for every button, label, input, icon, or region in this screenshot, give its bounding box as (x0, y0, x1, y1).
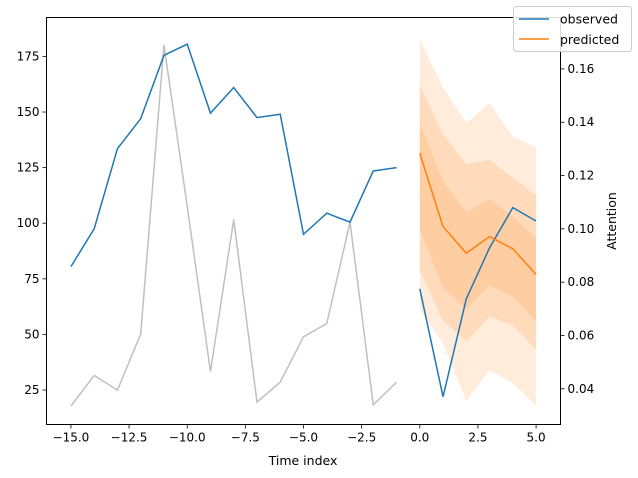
x-tick-label: −5.0 (289, 431, 318, 445)
x-tick-label: −10.0 (169, 431, 206, 445)
y2-tick-label: 0.10 (568, 222, 595, 236)
y-tick-label: 50 (24, 327, 39, 341)
y-axis-left: 25 50 75 100 125 150 175 (17, 49, 47, 397)
y2-tick-label: 0.08 (568, 275, 595, 289)
y2-tick-label: 0.14 (568, 115, 595, 129)
x-axis: −15.0 −12.5 −10.0 −7.5 −5.0 −2.5 0.0 2.5 5.0 (53, 424, 546, 445)
y-tick-label: 175 (17, 49, 40, 63)
y-tick-label: 25 (24, 383, 39, 397)
prediction-bands (419, 39, 537, 406)
y-axis-right: 0.04 0.06 0.08 0.10 0.12 0.14 0.16 (560, 62, 595, 396)
x-tick-label: −2.5 (347, 431, 376, 445)
x-tick-label: −15.0 (53, 431, 90, 445)
y-tick-label: 125 (17, 161, 40, 175)
y2-tick-label: 0.06 (568, 328, 595, 342)
legend: observed predicted (513, 6, 632, 52)
legend-predicted-label: predicted (560, 32, 619, 47)
y-tick-label: 75 (24, 272, 39, 286)
y2-tick-label: 0.04 (568, 382, 595, 396)
observed-line-history (70, 43, 397, 267)
predicted-line (419, 152, 537, 275)
y-tick-label: 150 (17, 105, 40, 119)
legend-box (513, 6, 632, 52)
x-axis-label: Time index (268, 453, 338, 468)
x-tick-label: −7.5 (231, 431, 260, 445)
x-tick-label: 0.0 (410, 431, 429, 445)
prediction-band-3 (419, 123, 537, 322)
attention-line (70, 44, 398, 407)
x-tick-label: 5.0 (527, 431, 546, 445)
y-tick-label: 100 (17, 216, 40, 230)
y2-axis-label: Attention (604, 192, 619, 250)
prediction-band-2 (419, 85, 537, 350)
y2-tick-label: 0.12 (568, 169, 595, 183)
y2-tick-label: 0.16 (568, 62, 595, 76)
series-lines (70, 43, 537, 407)
x-tick-label: 2.5 (468, 431, 487, 445)
x-tick-label: −12.5 (111, 431, 148, 445)
observed-line-future (419, 206, 537, 397)
prediction-band-1 (419, 39, 537, 406)
legend-observed-label: observed (560, 12, 618, 27)
